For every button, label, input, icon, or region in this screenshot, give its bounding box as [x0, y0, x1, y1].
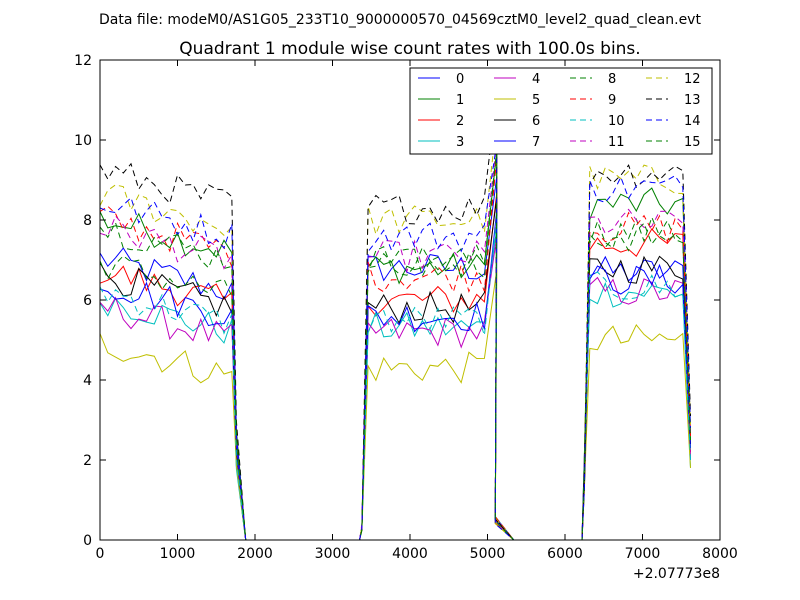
- legend-label-7: 7: [532, 135, 540, 150]
- legend-label-2: 2: [456, 114, 464, 129]
- y-tick-label: 12: [74, 53, 92, 69]
- x-tick-label: 2000: [237, 546, 273, 562]
- y-tick-label: 8: [83, 213, 92, 229]
- x-tick-label: 6000: [547, 546, 583, 562]
- plot-lines: [99, 96, 691, 541]
- x-offset-label: +2.07773e8: [633, 566, 720, 582]
- x-tick-label: 4000: [392, 546, 428, 562]
- legend-label-5: 5: [532, 93, 540, 108]
- legend-label-0: 0: [456, 72, 464, 87]
- y-tick-label: 10: [74, 133, 92, 149]
- series-line-9: [99, 156, 691, 541]
- series-line-3: [99, 227, 691, 541]
- y-tick-label: 6: [83, 293, 92, 309]
- series-line-8: [99, 156, 691, 541]
- legend-box: [409, 67, 713, 155]
- axis-ticks: 0 1000 2000 3000 4000 5000 6000 7000 80000246810…: [74, 53, 738, 562]
- legend-label-10: 10: [608, 114, 625, 129]
- legend-label-9: 9: [608, 93, 616, 108]
- legend-label-6: 6: [532, 114, 540, 129]
- x-tick-label: 7000: [625, 546, 661, 562]
- y-tick-label: 2: [83, 453, 92, 469]
- series-line-4: [99, 235, 691, 541]
- series-line-1: [99, 152, 691, 541]
- series-line-10: [99, 215, 691, 541]
- x-tick-label: 5000: [470, 546, 506, 562]
- series-line-14: [99, 143, 691, 541]
- x-tick-label: 1000: [160, 546, 196, 562]
- series-line-6: [99, 197, 691, 541]
- chart-title: Quadrant 1 module wise count rates with …: [179, 39, 640, 59]
- series-line-5: [99, 269, 691, 541]
- series-line-13: [99, 96, 691, 541]
- x-tick-label: 0: [96, 546, 105, 562]
- series-line-12: [99, 120, 691, 541]
- legend-label-15: 15: [684, 135, 701, 150]
- series-line-15: [99, 148, 691, 541]
- x-tick-label: 3000: [315, 546, 351, 562]
- legend-label-12: 12: [684, 72, 701, 87]
- y-tick-label: 4: [83, 373, 92, 389]
- x-tick-label: 8000: [702, 546, 738, 562]
- legend-label-8: 8: [608, 72, 616, 87]
- data-file-label: Data file: modeM0/AS1G05_233T10_90000005…: [99, 12, 701, 28]
- series-line-11: [99, 142, 691, 541]
- legend-label-13: 13: [684, 93, 701, 108]
- legend-label-1: 1: [456, 93, 464, 108]
- legend-label-14: 14: [684, 114, 701, 129]
- series-line-7: [99, 209, 691, 541]
- legend-label-11: 11: [608, 135, 625, 150]
- legend-label-3: 3: [456, 135, 464, 150]
- legend-label-4: 4: [532, 72, 540, 87]
- y-tick-label: 0: [83, 533, 92, 549]
